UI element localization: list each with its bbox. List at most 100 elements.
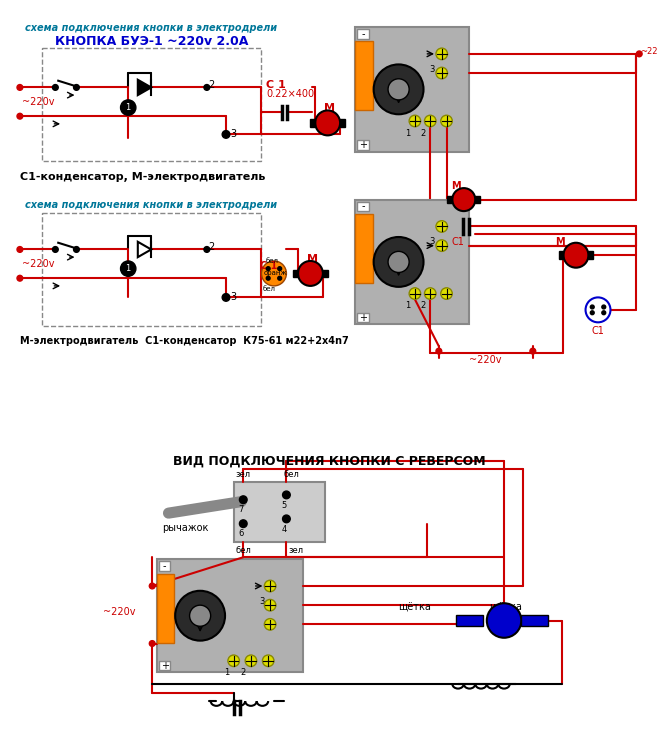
Bar	[355, 200, 468, 325]
Circle shape	[436, 221, 447, 232]
Circle shape	[239, 496, 247, 504]
Text: 7: 7	[238, 505, 244, 514]
Circle shape	[190, 605, 211, 626]
Circle shape	[424, 115, 436, 127]
Bar	[589, 252, 593, 259]
Text: 1: 1	[405, 301, 411, 310]
Text: М-электродвигатель  С1-конденсатор  К75-61 м22+2х4n7: М-электродвигатель С1-конденсатор К75-61…	[20, 336, 349, 346]
Circle shape	[262, 655, 274, 666]
Bar	[310, 119, 315, 127]
Text: 3: 3	[430, 237, 435, 246]
Circle shape	[409, 288, 420, 300]
Text: оранж: оранж	[263, 270, 287, 276]
Bar	[159, 561, 170, 571]
Bar	[357, 140, 369, 150]
Text: 5: 5	[282, 501, 287, 510]
Text: схема подключения кнопки в электродрели: схема подключения кнопки в электродрели	[25, 23, 277, 33]
Text: 2: 2	[240, 669, 246, 678]
Text: 3: 3	[430, 65, 435, 74]
Text: 1: 1	[125, 103, 131, 112]
Text: 4: 4	[282, 525, 287, 534]
Bar	[456, 614, 483, 626]
Text: 3: 3	[259, 597, 264, 606]
Circle shape	[441, 288, 452, 300]
Circle shape	[245, 655, 257, 666]
Circle shape	[585, 297, 610, 322]
Circle shape	[264, 599, 276, 611]
Circle shape	[374, 237, 424, 287]
Circle shape	[436, 67, 447, 79]
Bar	[157, 559, 303, 672]
Bar	[521, 614, 548, 626]
Circle shape	[74, 84, 79, 90]
Circle shape	[388, 252, 409, 273]
Circle shape	[388, 79, 409, 100]
Text: 1: 1	[405, 129, 411, 138]
Bar	[293, 270, 298, 277]
Circle shape	[283, 515, 290, 523]
Circle shape	[53, 84, 58, 90]
Text: 2: 2	[208, 242, 214, 252]
Text: С 1: С 1	[260, 261, 277, 271]
Circle shape	[436, 48, 447, 59]
Circle shape	[17, 113, 23, 119]
Circle shape	[315, 111, 340, 136]
Text: 1: 1	[125, 264, 131, 273]
Text: схема подключения кнопки в электродрели: схема подключения кнопки в электродрели	[25, 200, 277, 209]
Circle shape	[530, 348, 535, 354]
Circle shape	[436, 348, 442, 354]
Circle shape	[487, 603, 521, 638]
Circle shape	[424, 288, 436, 300]
Circle shape	[17, 246, 23, 252]
Bar	[357, 202, 369, 211]
Text: щётка: щётка	[489, 602, 522, 612]
Text: С1: С1	[591, 326, 604, 336]
Circle shape	[228, 655, 239, 666]
Bar	[42, 48, 261, 161]
Text: ~220v: ~220v	[22, 97, 55, 107]
Text: С1: С1	[451, 237, 464, 247]
Bar	[475, 196, 480, 203]
Bar	[323, 270, 328, 277]
Circle shape	[204, 246, 210, 252]
Text: +: +	[359, 312, 367, 322]
Circle shape	[149, 641, 155, 646]
Circle shape	[452, 188, 475, 211]
Circle shape	[222, 130, 230, 139]
Text: ~220v: ~220v	[103, 607, 136, 617]
Bar	[355, 27, 468, 151]
Text: ВИД ПОДКЛЮЧЕНИЯ КНОПКИ С РЕВЕРСОМ: ВИД ПОДКЛЮЧЕНИЯ КНОПКИ С РЕВЕРСОМ	[173, 455, 486, 468]
Text: бел: бел	[262, 286, 275, 291]
Text: КНОПКА БУЭ-1 ~220v 2.0А: КНОПКА БУЭ-1 ~220v 2.0А	[55, 35, 248, 47]
Circle shape	[602, 311, 606, 315]
Circle shape	[204, 84, 210, 90]
Bar	[42, 213, 261, 326]
Circle shape	[175, 591, 225, 641]
Text: 2: 2	[420, 129, 425, 138]
Circle shape	[266, 276, 270, 280]
Text: бел: бел	[235, 546, 251, 555]
Circle shape	[637, 51, 642, 56]
Text: 1: 1	[224, 669, 229, 678]
Circle shape	[441, 115, 452, 127]
Text: М: М	[555, 236, 564, 247]
Text: 2: 2	[208, 80, 214, 90]
Text: бел: бел	[283, 470, 299, 479]
Circle shape	[374, 65, 424, 114]
Bar	[157, 574, 174, 642]
Text: +: +	[359, 140, 367, 150]
Circle shape	[120, 100, 136, 115]
Text: 6: 6	[238, 529, 244, 538]
Text: ~22: ~22	[640, 47, 657, 56]
Text: 0.22×400: 0.22×400	[266, 89, 315, 99]
Circle shape	[53, 246, 58, 252]
Circle shape	[283, 491, 290, 498]
Bar	[355, 41, 373, 111]
Text: бел: бел	[265, 258, 279, 264]
Bar	[357, 312, 369, 322]
Text: -: -	[361, 29, 365, 38]
Circle shape	[266, 267, 270, 270]
Text: 2: 2	[420, 301, 425, 310]
Bar	[447, 196, 452, 203]
Text: 3: 3	[230, 130, 236, 139]
